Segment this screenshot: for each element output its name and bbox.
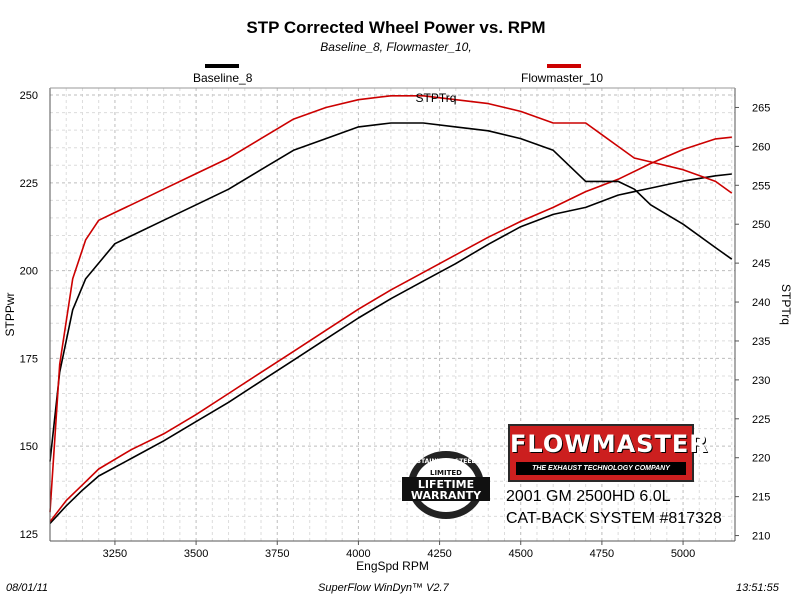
y2-tick-label: 265 [752,102,770,114]
lifetime-warranty-badge: STAINLESS STEEL LIMITED LIFETIME WARRANT… [402,451,490,519]
badge-warranty-text: WARRANTY [411,489,482,502]
footer-software: SuperFlow WinDyn™ V2.7 [318,582,449,594]
x-tick-label: 4750 [590,548,614,560]
y2-tick-label: 250 [752,219,770,231]
x-axis-title: EngSpd RPM [356,559,429,573]
y2-axis-title: STPTrq [779,284,792,325]
y2-tick-label: 220 [752,453,770,465]
series-line-flowmaster-10-stppwr [49,136,732,523]
y-tick-label: 125 [20,529,38,541]
product-caption-line1: 2001 GM 2500HD 6.0L [506,488,671,505]
flowmaster-brand-text: FLOWMASTER [510,430,709,458]
flowmaster-tagline: THE EXHAUST TECHNOLOGY COMPANY [516,462,686,475]
series-line-baseline-8-stptrq [49,122,733,462]
x-tick-label: 3500 [184,548,208,560]
y2-tick-label: 230 [752,375,770,387]
legend-swatch-baseline [205,64,239,68]
footer-date: 08/01/11 [6,582,49,594]
badge-top-text: STAINLESS STEEL [417,458,476,465]
y2-tick-label: 235 [752,336,770,348]
badge-limited-text: LIMITED [430,469,462,477]
y-tick-label: 225 [20,178,38,190]
product-caption-line2: CAT-BACK SYSTEM #817328 [506,510,722,527]
series-line-baseline-8-stppwr [49,173,732,524]
y2-tick-label: 260 [752,141,770,153]
y2-tick-label: 225 [752,414,770,426]
y2-tick-label: 240 [752,297,770,309]
legend-label-baseline: Baseline_8 [193,71,253,85]
flowmaster-logo: FLOWMASTER THE EXHAUST TECHNOLOGY COMPAN… [508,424,709,482]
legend-label-flowmaster: Flowmaster_10 [521,71,604,85]
x-tick-label: 4250 [427,548,451,560]
y-tick-label: 200 [20,266,38,278]
y2-tick-label: 255 [752,180,770,192]
y-axis-title: STPPwr [3,292,17,336]
x-tick-label: 4500 [508,548,532,560]
y2-tick-label: 245 [752,258,770,270]
chart-title: STP Corrected Wheel Power vs. RPM [246,18,546,37]
chart-subtitle: Baseline_8, Flowmaster_10, [320,40,472,54]
legend-swatch-flowmaster [547,64,581,68]
x-tick-label: 3250 [103,548,127,560]
trq-curve-label: STPTrq [416,91,457,105]
footer-time: 13:51:55 [736,582,779,594]
badge-lifetime-text: LIFETIME [418,478,474,491]
y2-tick-label: 215 [752,492,770,504]
y2-tick-label: 210 [752,531,770,543]
y-tick-label: 250 [20,90,38,102]
x-tick-label: 4000 [346,548,370,560]
y-tick-label: 175 [20,353,38,365]
y-tick-label: 150 [20,441,38,453]
x-tick-label: 3750 [265,548,289,560]
x-tick-label: 5000 [671,548,695,560]
series-line-flowmaster-10-stptrq [49,95,733,513]
